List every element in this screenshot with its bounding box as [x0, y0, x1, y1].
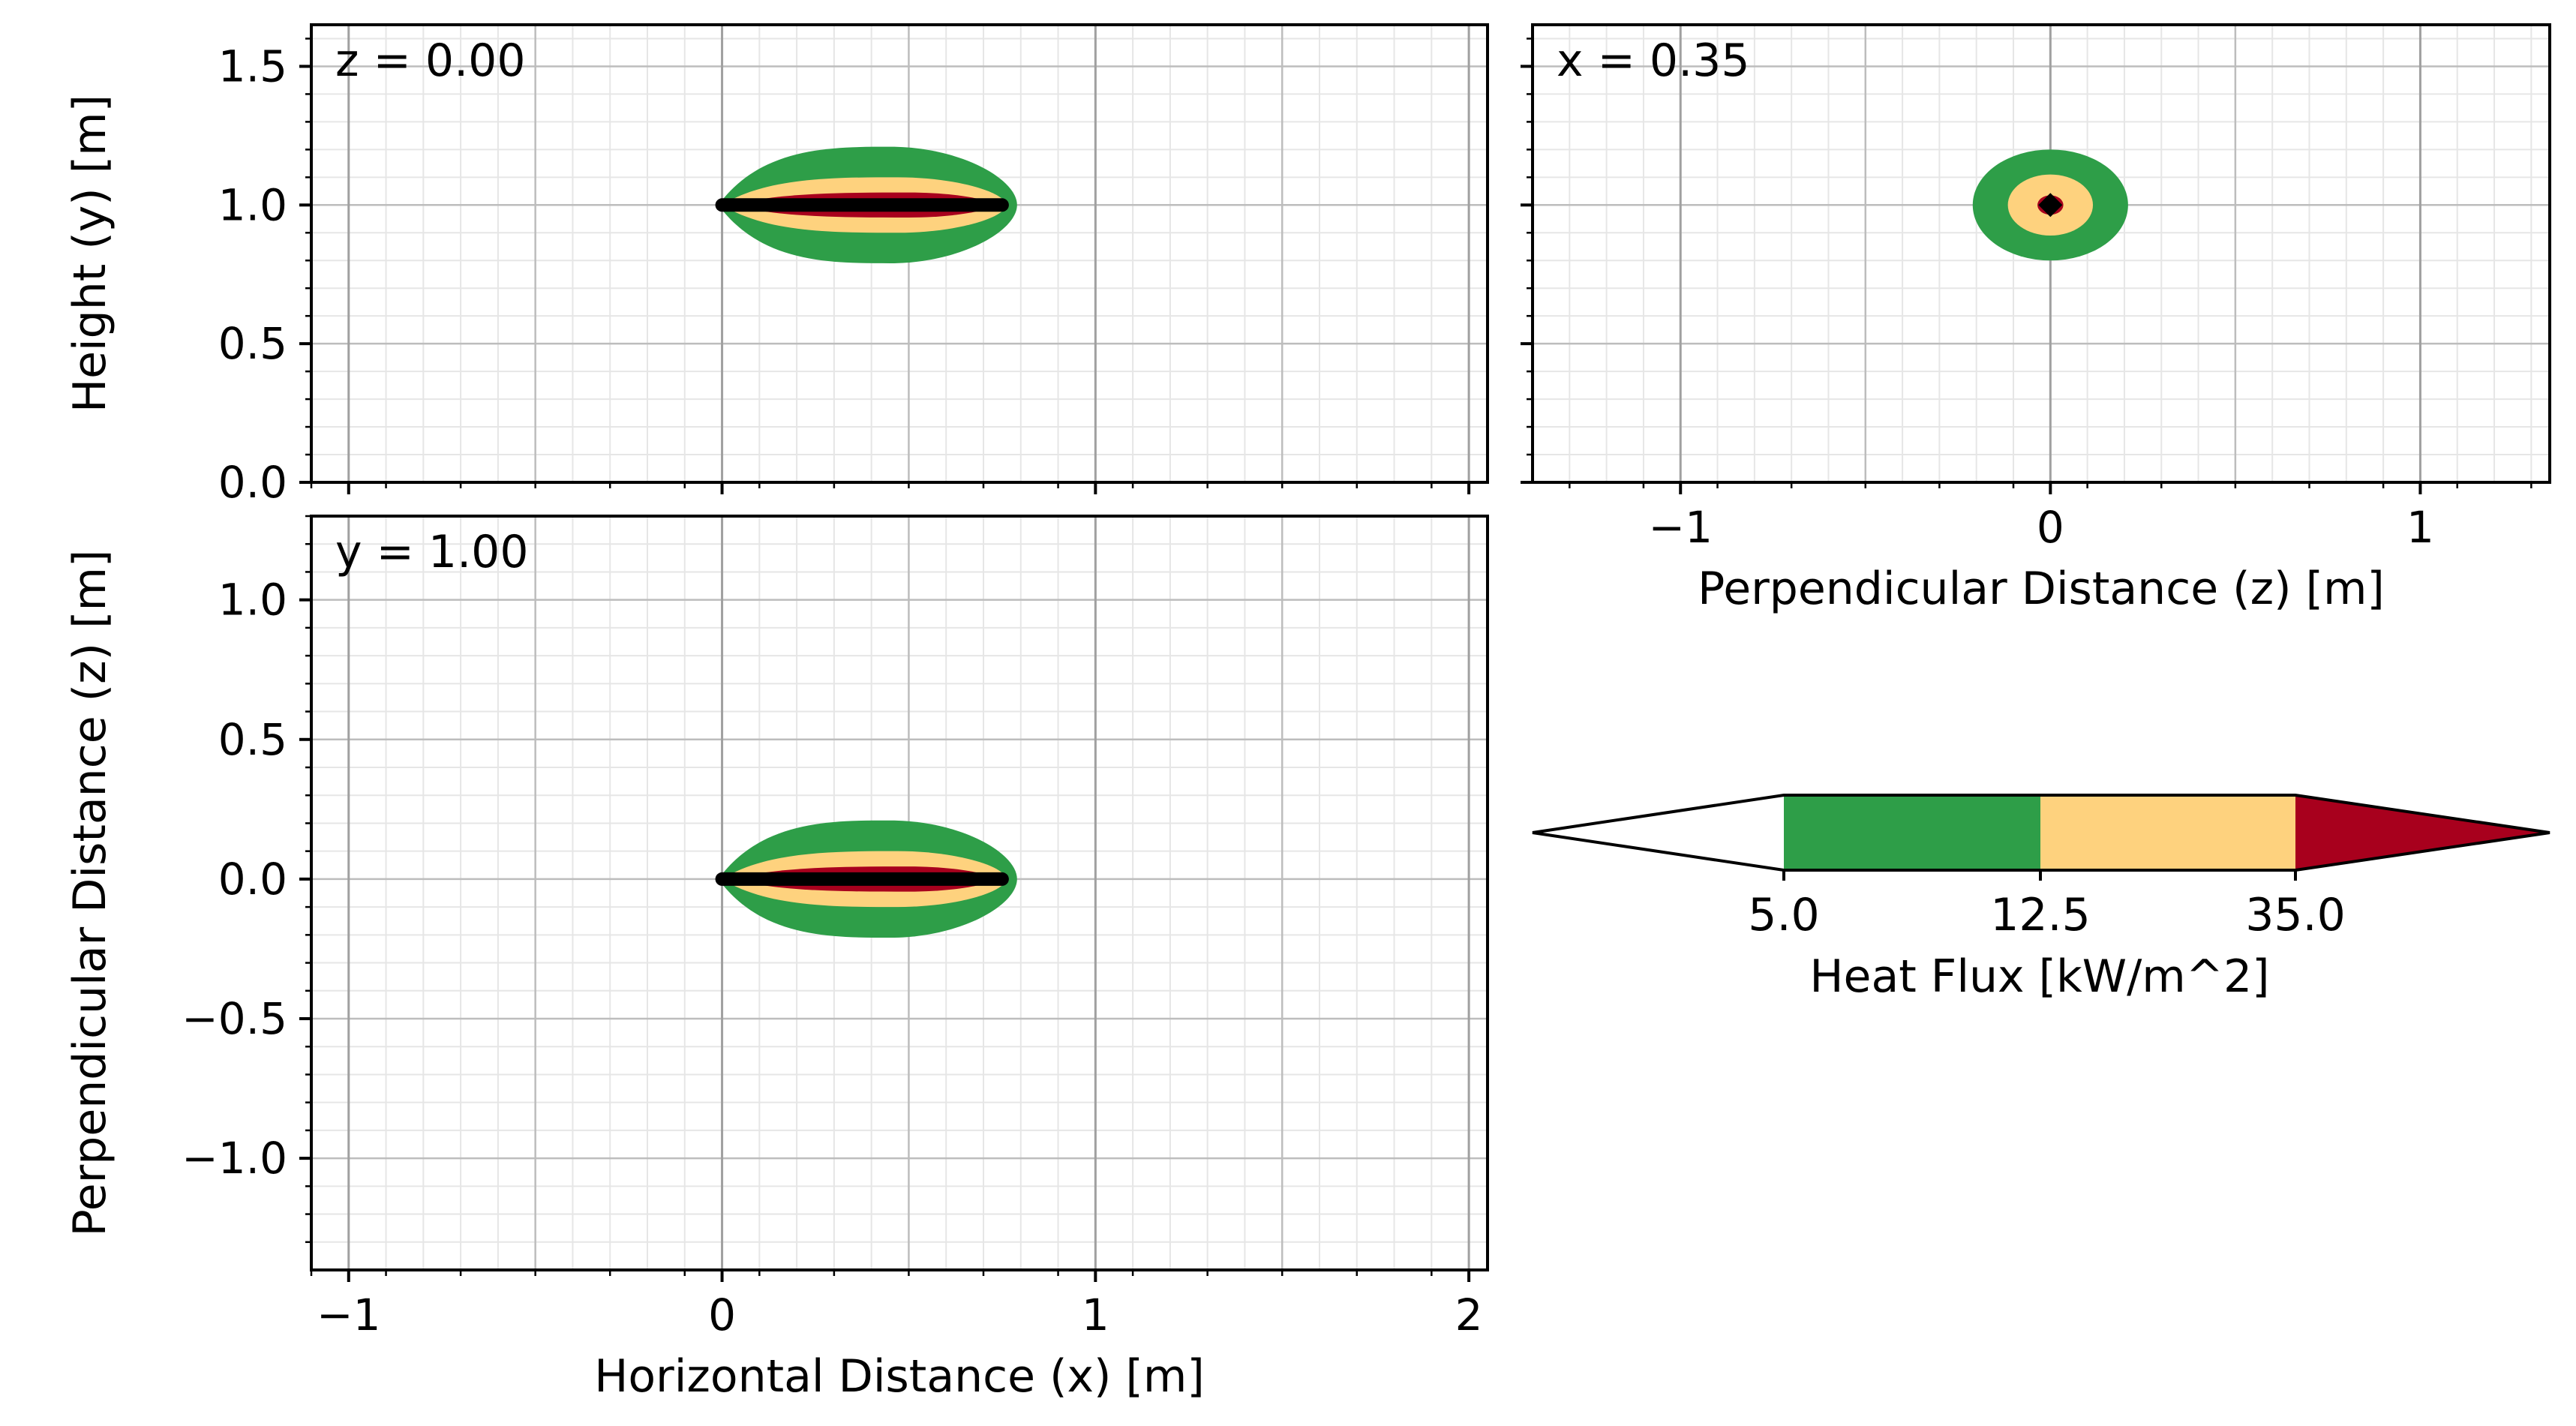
top-xlabel: Horizontal Distance (x) [m] — [594, 1350, 1205, 1403]
side-contours — [715, 146, 1017, 263]
front-frame — [1531, 23, 2551, 484]
top-panel-tag: y = 1.00 — [335, 526, 529, 578]
top-grid — [311, 516, 1488, 1270]
top-xtick-label: 0 — [708, 1289, 736, 1340]
top-contours — [715, 820, 1017, 938]
top-frame — [310, 515, 1489, 1271]
panel-front-view: −1 0 1 x = 0.35 Perpendicular Distance (z) [… — [1521, 23, 2551, 615]
side-ytick-label: 0.0 — [218, 457, 287, 508]
colorbar: 5.0 12.5 35.0 Heat Flux [kW/m^2] — [1532, 794, 2550, 1003]
top-ytick-label: 0.5 — [218, 714, 287, 765]
top-ylabel: Perpendicular Distance (z) [m] — [64, 550, 116, 1237]
front-ticks: −1 0 1 — [1521, 38, 2532, 553]
front-source-point — [2038, 193, 2063, 218]
top-ytick-label: 1.0 — [218, 575, 287, 626]
side-ticks: 0.0 0.5 1.0 1.5 — [218, 38, 1471, 508]
top-ytick-label: −1.0 — [182, 1133, 287, 1184]
top-xtick-label: −1 — [317, 1289, 381, 1340]
panel-top-view: −1 0 1 2 −1.0 −0.5 0.0 0.5 1.0 y = 1.00 Horizontal… — [64, 515, 1489, 1403]
side-ytick-label: 0.5 — [218, 318, 287, 369]
colorbar-tick-label: 12.5 — [1990, 889, 2091, 941]
front-contours — [1972, 149, 2128, 261]
colorbar-segment — [1784, 795, 2040, 870]
front-panel-tag: x = 0.35 — [1557, 35, 1750, 87]
front-xtick-label: 0 — [2037, 502, 2064, 553]
front-xtick-label: −1 — [1648, 502, 1713, 553]
side-frame — [310, 23, 1489, 484]
top-xtick-label: 2 — [1455, 1289, 1483, 1340]
colorbar-segment — [2295, 795, 2550, 870]
side-ylabel: Height (y) [m] — [64, 95, 116, 413]
front-xlabel: Perpendicular Distance (z) [m] — [1698, 563, 2385, 615]
side-ytick-label: 1.5 — [218, 41, 287, 92]
front-xtick-label: 1 — [2406, 502, 2434, 553]
top-ticks: −1 0 1 2 −1.0 −0.5 0.0 0.5 1.0 — [182, 515, 1483, 1340]
colorbar-label: Heat Flux [kW/m^2] — [1809, 950, 2269, 1003]
colorbar-tick-label: 5.0 — [1748, 889, 1819, 941]
colorbar-segment — [1533, 795, 1784, 870]
side-panel-tag: z = 0.00 — [335, 35, 526, 87]
panel-side-view: 0.0 0.5 1.0 1.5 z = 0.00 Height (y) [m] — [64, 23, 1489, 508]
side-ytick-label: 1.0 — [218, 179, 287, 230]
top-xtick-label: 1 — [1082, 1289, 1109, 1340]
colorbar-segment — [2040, 795, 2295, 870]
colorbar-tick-label: 35.0 — [2245, 889, 2346, 941]
top-ytick-label: −0.5 — [182, 993, 287, 1044]
top-ytick-label: 0.0 — [218, 854, 287, 905]
side-grid — [311, 25, 1488, 482]
